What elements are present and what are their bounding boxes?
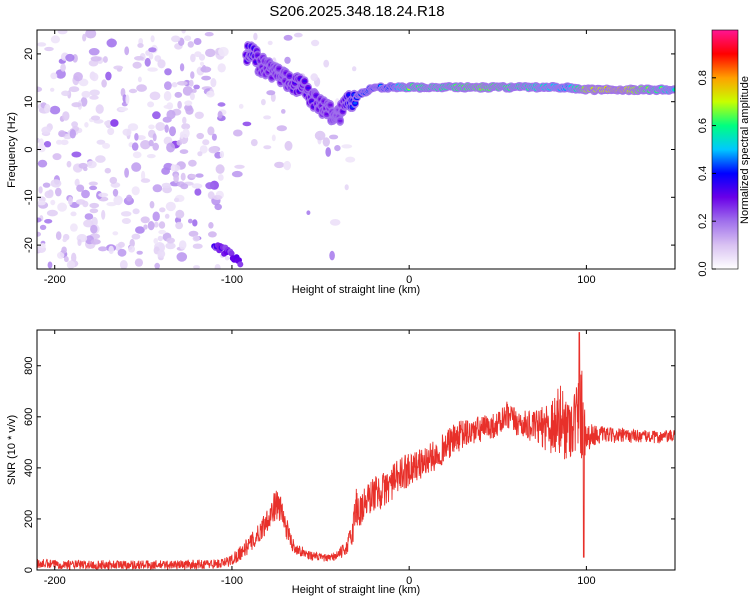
y-tick-label: 10 (23, 96, 35, 108)
colorbar: 0.0 0.2 0.4 0.6 0.8 Normalized spectral ampl… (697, 29, 750, 277)
x-tick-label: -100 (221, 575, 243, 587)
spectrogram-y-label: Frequency (Hz) (6, 112, 18, 188)
x-tick-label: 0 (406, 575, 412, 587)
y-tick-label: 200 (23, 510, 35, 528)
spectrogram-x-label: Height of straight line (km) (292, 284, 420, 296)
y-tick-label: 0 (23, 146, 35, 152)
snr-x-ticks: -200 -100 0 100 (44, 330, 596, 587)
snr-panel: -200 -100 0 100 0 200 400 600 800 Height of str… (6, 329, 676, 596)
y-tick-label: 400 (23, 459, 35, 477)
spectrogram-noise (37, 30, 357, 269)
colorbar-gradient (711, 29, 739, 270)
y-tick-label: 800 (23, 357, 35, 375)
colorbar-tick-label: 0.8 (697, 70, 709, 85)
snr-x-label: Height of straight line (km) (292, 584, 420, 596)
y-tick-label: 600 (23, 408, 35, 426)
chart-title: S206.2025.348.18.24.R18 (269, 3, 444, 20)
x-tick-label: 100 (577, 274, 595, 286)
spectrogram-plot-area (37, 30, 675, 269)
colorbar-tick-label: 0.6 (697, 118, 709, 133)
x-tick-label: -200 (44, 575, 66, 587)
y-tick-label: -20 (23, 237, 35, 253)
x-tick-label: 0 (406, 274, 412, 286)
spectrogram-x-ticks: -200 -100 0 100 (44, 30, 596, 286)
spectrogram-y-ticks: -20 -10 0 10 20 (23, 48, 675, 253)
snr-frame (36, 329, 676, 571)
colorbar-label: Normalized spectral amplitude (739, 76, 750, 224)
snr-plot-area (37, 332, 675, 570)
x-tick-label: -200 (44, 274, 66, 286)
colorbar-tick-label: 0.4 (697, 166, 709, 181)
x-tick-label: 100 (577, 575, 595, 587)
y-tick-label: 0 (23, 567, 35, 573)
spectrogram-ridge (211, 41, 675, 268)
colorbar-tick-label: 0.0 (697, 261, 709, 276)
snr-y-label: SNR (10 * v/v) (6, 415, 18, 485)
y-tick-label: -10 (23, 189, 35, 205)
colorbar-tick-label: 0.2 (697, 214, 709, 229)
snr-series-line (37, 332, 675, 570)
snr-y-ticks: 0 200 400 600 800 (23, 357, 675, 573)
y-tick-label: 20 (23, 48, 35, 60)
colorbar-ticks: 0.0 0.2 0.4 0.6 0.8 (697, 70, 716, 277)
x-tick-label: -100 (221, 274, 243, 286)
